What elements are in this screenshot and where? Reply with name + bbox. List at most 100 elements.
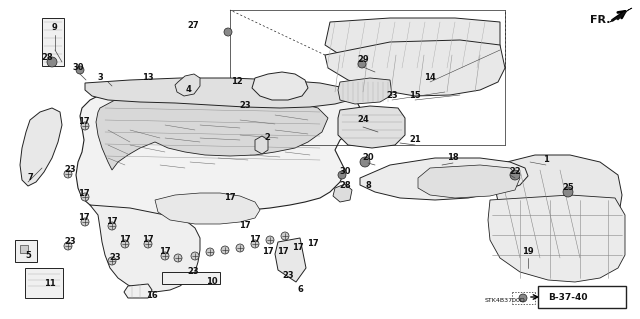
Bar	[25, 268, 63, 298]
Text: STK4B3700D: STK4B3700D	[485, 298, 525, 302]
Circle shape	[144, 240, 152, 248]
Polygon shape	[124, 284, 152, 298]
Text: 7: 7	[27, 174, 33, 182]
Polygon shape	[360, 158, 528, 200]
Text: 12: 12	[231, 78, 243, 86]
Text: 11: 11	[44, 279, 56, 288]
Circle shape	[81, 193, 89, 201]
Text: 14: 14	[424, 73, 436, 83]
Text: 28: 28	[339, 182, 351, 190]
Circle shape	[358, 60, 366, 68]
Circle shape	[47, 57, 57, 67]
Text: 17: 17	[262, 248, 274, 256]
Text: 22: 22	[509, 167, 521, 176]
Circle shape	[121, 240, 129, 248]
Text: 17: 17	[277, 248, 289, 256]
Circle shape	[510, 170, 520, 180]
Text: 16: 16	[146, 292, 158, 300]
Text: 23: 23	[64, 166, 76, 174]
Text: 21: 21	[409, 136, 421, 145]
Text: 23: 23	[64, 238, 76, 247]
Text: 13: 13	[142, 73, 154, 83]
Text: 5: 5	[25, 251, 31, 261]
Circle shape	[360, 157, 370, 167]
Text: 27: 27	[187, 21, 199, 31]
Text: 17: 17	[78, 189, 90, 197]
Circle shape	[206, 248, 214, 256]
Polygon shape	[76, 80, 360, 282]
Circle shape	[251, 240, 259, 248]
Circle shape	[563, 187, 573, 197]
Text: 15: 15	[409, 92, 421, 100]
Text: 17: 17	[159, 248, 171, 256]
Polygon shape	[96, 94, 328, 170]
Text: 9: 9	[52, 23, 58, 32]
Text: 29: 29	[357, 56, 369, 64]
Text: 23: 23	[282, 271, 294, 280]
Bar	[20, 245, 28, 253]
Polygon shape	[338, 106, 405, 148]
Polygon shape	[610, 8, 632, 22]
Circle shape	[81, 218, 89, 226]
Text: 17: 17	[78, 213, 90, 222]
Text: 17: 17	[119, 235, 131, 244]
Text: 8: 8	[365, 182, 371, 190]
Polygon shape	[175, 74, 200, 96]
Circle shape	[338, 171, 346, 179]
Circle shape	[224, 28, 232, 36]
Text: 17: 17	[224, 194, 236, 203]
Polygon shape	[488, 195, 625, 282]
Text: 28: 28	[41, 54, 53, 63]
Bar	[15, 240, 37, 262]
Text: 17: 17	[249, 235, 261, 244]
Bar	[42, 18, 64, 66]
Text: B-37-40: B-37-40	[548, 293, 588, 301]
Circle shape	[161, 252, 169, 260]
Text: 10: 10	[206, 278, 218, 286]
Polygon shape	[338, 78, 392, 104]
Text: 18: 18	[447, 153, 459, 162]
Polygon shape	[90, 205, 200, 292]
Text: FR.: FR.	[590, 15, 611, 25]
Circle shape	[519, 294, 527, 302]
Circle shape	[81, 122, 89, 130]
Text: 17: 17	[239, 221, 251, 231]
Text: 1: 1	[543, 155, 549, 165]
Polygon shape	[275, 238, 306, 282]
Bar	[162, 272, 220, 284]
Text: 23: 23	[386, 92, 398, 100]
Polygon shape	[255, 136, 268, 154]
Circle shape	[76, 66, 84, 74]
Text: 17: 17	[78, 117, 90, 127]
Text: 19: 19	[522, 248, 534, 256]
Text: 4: 4	[185, 85, 191, 94]
Polygon shape	[333, 184, 352, 202]
Circle shape	[266, 236, 274, 244]
Text: 23: 23	[187, 268, 199, 277]
Text: 30: 30	[339, 167, 351, 176]
Text: 23: 23	[239, 101, 251, 110]
Text: 25: 25	[562, 183, 574, 192]
Text: 17: 17	[307, 240, 319, 249]
Circle shape	[108, 257, 116, 265]
Text: 17: 17	[106, 218, 118, 226]
Text: 30: 30	[72, 63, 84, 71]
Circle shape	[174, 254, 182, 262]
Circle shape	[191, 252, 199, 260]
Text: 17: 17	[292, 243, 304, 253]
Polygon shape	[325, 18, 500, 70]
Bar	[538, 286, 626, 308]
Text: 20: 20	[362, 153, 374, 162]
Polygon shape	[155, 193, 260, 224]
Circle shape	[64, 242, 72, 250]
Text: 2: 2	[264, 133, 270, 143]
Polygon shape	[85, 78, 355, 108]
Polygon shape	[20, 108, 62, 186]
Polygon shape	[418, 165, 520, 198]
Circle shape	[64, 170, 72, 178]
Text: 6: 6	[297, 286, 303, 294]
Circle shape	[281, 232, 289, 240]
Text: 24: 24	[357, 115, 369, 124]
Circle shape	[221, 246, 229, 254]
Polygon shape	[252, 72, 308, 100]
